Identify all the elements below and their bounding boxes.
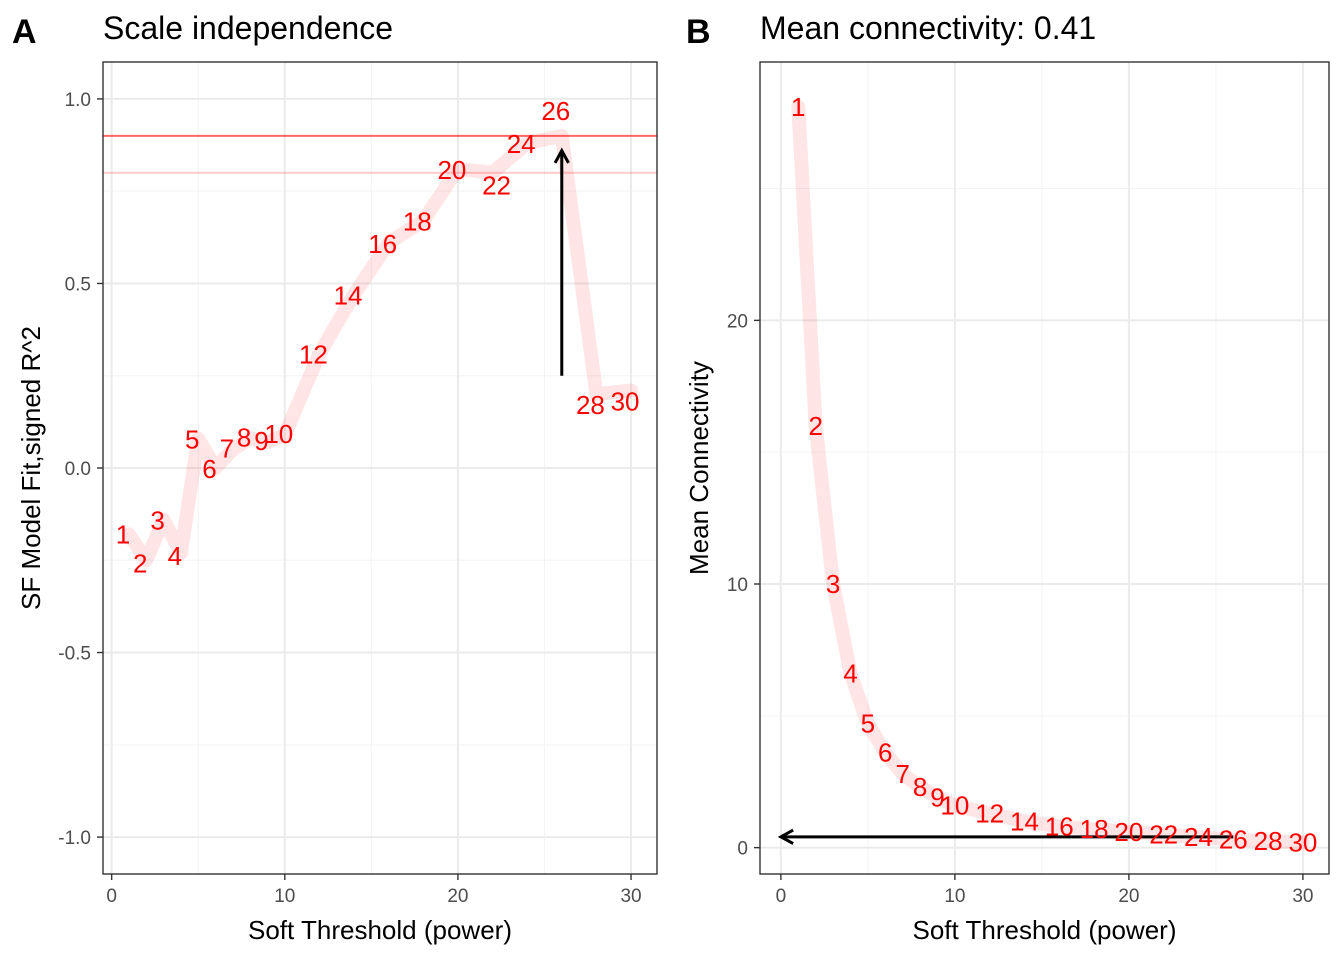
- point-label: 3: [826, 569, 840, 599]
- point-label: 2: [808, 411, 822, 441]
- point-label: 1: [116, 519, 130, 549]
- point-label: 7: [895, 759, 909, 789]
- point-label: 22: [482, 171, 511, 201]
- panel-border: [759, 61, 1330, 875]
- point-label: 10: [264, 419, 293, 449]
- point-label: 1: [791, 92, 805, 122]
- x-tick-label: 30: [620, 886, 641, 907]
- panel-tag: A: [12, 13, 37, 51]
- point-label: 14: [334, 281, 363, 311]
- arrow-head: [553, 147, 570, 164]
- point-label: 4: [168, 541, 182, 571]
- point-label: 18: [403, 207, 432, 237]
- y-tick-label: 0: [737, 839, 748, 860]
- point-label: 26: [1219, 825, 1248, 855]
- point-label: 28: [576, 390, 605, 420]
- x-tick-label: 20: [1118, 886, 1139, 907]
- point-label: 6: [202, 454, 216, 484]
- point-label: 4: [843, 659, 857, 689]
- y-tick-label: 10: [727, 575, 748, 596]
- y-tick-label: 0.0: [65, 459, 91, 480]
- point-label: 6: [878, 738, 892, 768]
- point-label: 8: [237, 422, 251, 452]
- point-label: 10: [940, 790, 969, 820]
- y-tick-label: 1.0: [65, 90, 91, 111]
- x-tick-label: 10: [944, 886, 965, 907]
- point-label: 2: [133, 548, 147, 578]
- point-label: 20: [1114, 817, 1143, 847]
- point-label: 8: [913, 772, 927, 802]
- point-label: 14: [1010, 806, 1039, 836]
- point-label: 16: [368, 229, 397, 259]
- x-tick-label: 30: [1292, 886, 1313, 907]
- y-tick-label: -0.5: [58, 644, 91, 665]
- point-label: 18: [1080, 814, 1109, 844]
- point-label: 30: [1288, 827, 1317, 857]
- y-tick-label: 0.5: [65, 274, 91, 295]
- point-label: 12: [299, 340, 328, 370]
- point-label: 20: [437, 155, 466, 185]
- point-label: 5: [861, 709, 875, 739]
- trend-line: [122, 128, 638, 568]
- y-axis-title: SF Model Fit,signed R^2: [16, 326, 46, 610]
- y-tick-label: -1.0: [58, 828, 91, 849]
- x-tick-label: 0: [776, 886, 787, 907]
- x-axis-title: Soft Threshold (power): [248, 915, 512, 945]
- point-label: 9: [930, 783, 944, 813]
- point-label: 5: [185, 424, 199, 454]
- x-tick-label: 0: [106, 886, 117, 907]
- point-label: 26: [541, 96, 570, 126]
- x-tick-label: 10: [274, 886, 295, 907]
- point-label: 7: [220, 434, 234, 464]
- y-tick-label: 20: [727, 311, 748, 332]
- point-label: 3: [150, 506, 164, 536]
- panel-title: Scale independence: [103, 10, 393, 46]
- x-axis-title: Soft Threshold (power): [913, 915, 1177, 945]
- point-label: 30: [611, 386, 640, 416]
- point-label: 28: [1254, 826, 1283, 856]
- panel-title: Mean connectivity: 0.41: [760, 10, 1096, 46]
- panel-tag: B: [686, 13, 711, 51]
- x-tick-label: 20: [447, 886, 468, 907]
- point-label: 24: [507, 129, 536, 159]
- point-label: 12: [975, 798, 1004, 828]
- point-label: 22: [1149, 819, 1178, 849]
- point-label: 9: [254, 426, 268, 456]
- arrow-head: [777, 828, 794, 845]
- point-label: 16: [1045, 812, 1074, 842]
- point-label: 24: [1184, 822, 1213, 852]
- y-axis-title: Mean Connectivity: [684, 361, 714, 575]
